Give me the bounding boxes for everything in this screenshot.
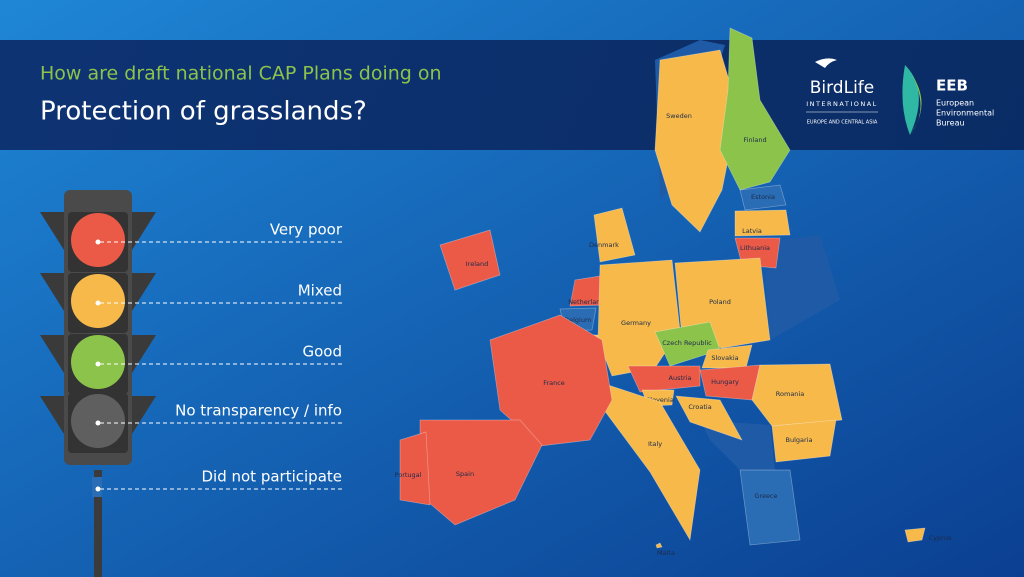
eeb-line: European: [936, 99, 974, 108]
legend-dot: [95, 486, 101, 492]
visor: [40, 212, 64, 250]
country-label: Portugal: [395, 471, 422, 479]
country-label: France: [543, 379, 565, 387]
eeb-icon: [910, 75, 922, 135]
legend-dot: [95, 300, 101, 306]
country: [771, 419, 837, 463]
legend-dot: [95, 239, 101, 245]
country-label: Hungary: [711, 378, 739, 386]
legend-label: Mixed: [298, 282, 342, 300]
country-label: Poland: [709, 298, 731, 306]
country-label: Finland: [743, 136, 766, 144]
country: [655, 542, 663, 549]
legend-label: Very poor: [270, 221, 343, 239]
country: [627, 365, 701, 393]
birdlife-region: EUROPE AND CENTRAL ASIA: [807, 120, 878, 126]
visor: [40, 396, 64, 434]
birdlife-logo: BirdLife INTERNATIONAL EUROPE AND CENTRA…: [806, 58, 878, 126]
country-label: Netherlands: [568, 298, 608, 306]
visor: [132, 212, 156, 250]
country-label: Italy: [648, 440, 662, 448]
eeb-logo: EEB European Environmental Bureau: [902, 65, 994, 135]
legend: Very poor Mixed Good No transparency / info…: [68, 212, 343, 497]
legend-dot: [95, 361, 101, 367]
country-label: Austria: [669, 374, 692, 382]
country: [439, 229, 501, 291]
country-label: Estonia: [751, 193, 775, 201]
birdlife-sub: INTERNATIONAL: [806, 100, 878, 108]
country-label: Germany: [621, 319, 651, 327]
country-label: Slovakia: [711, 354, 738, 362]
eeb-name: EEB: [936, 77, 968, 95]
country: [904, 527, 926, 543]
legend-label: Good: [303, 343, 343, 361]
eeb-icon: [902, 65, 919, 135]
country: [399, 431, 431, 506]
country-label: Ireland: [466, 260, 488, 268]
legend-label: Did not participate: [201, 468, 342, 486]
legend-dot: [95, 420, 101, 426]
non-eu-land: [765, 235, 840, 340]
country-label: Croatia: [688, 403, 711, 411]
country: [489, 314, 613, 447]
country: [719, 27, 791, 191]
country: [739, 184, 787, 211]
country: [739, 469, 801, 546]
country-label: Cyprus: [929, 534, 952, 542]
title-line1: How are draft national CAP Plans doing o…: [40, 63, 442, 85]
bird-icon: [815, 58, 837, 68]
country-label: Sweden: [666, 112, 692, 120]
country: [654, 49, 739, 233]
country: [675, 395, 743, 441]
non-eu-land: [700, 420, 775, 470]
header-band: [0, 40, 1024, 150]
country-label: Malta: [657, 549, 675, 557]
country-label: Lithuania: [740, 244, 770, 252]
country-label: Spain: [456, 470, 474, 478]
pole: [94, 470, 102, 577]
country-label: Greece: [754, 492, 777, 500]
country-label: Bulgaria: [786, 436, 813, 444]
country-label: Latvia: [742, 227, 762, 235]
eeb-line: Bureau: [936, 119, 965, 128]
title-line2: Protection of grasslands?: [40, 97, 367, 127]
legend-label: No transparency / info: [175, 402, 342, 420]
map: Sweden Finland Estonia Latvia Lithuania Denma…: [395, 27, 952, 557]
country-label: Slovenia: [646, 396, 674, 404]
visor: [40, 335, 64, 373]
visor: [132, 273, 156, 311]
visor: [40, 273, 64, 311]
birdlife-name: BirdLife: [810, 78, 875, 98]
country-label: Denmark: [589, 241, 619, 249]
visor: [132, 396, 156, 434]
country: [734, 209, 791, 237]
country-label: Belgium: [565, 316, 592, 324]
eeb-line: Environmental: [936, 109, 994, 118]
country-label: Romania: [776, 390, 804, 398]
country: [593, 207, 636, 263]
country-label: Czech Republic: [662, 339, 712, 347]
